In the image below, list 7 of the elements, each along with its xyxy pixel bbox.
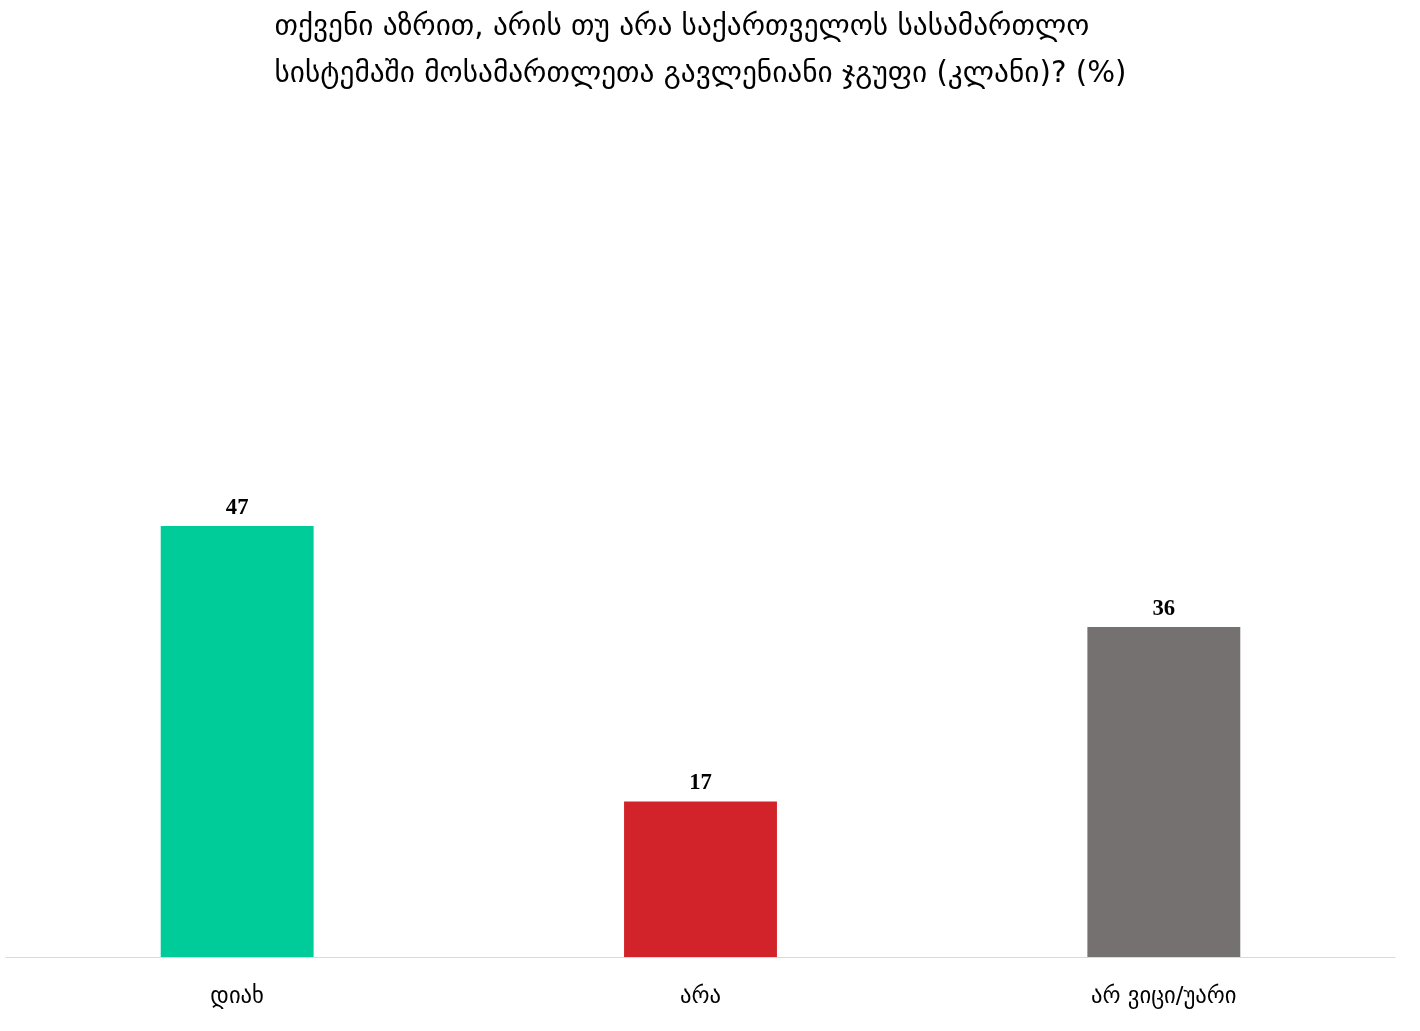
chart-title: თქვენი აზრით, არის თუ არა საქართველოს სასამართლო სისტემაში მოსამართლეთა გავლენიანი ჯგუფი (კლანი)? (%) <box>274 7 1127 90</box>
data-label: 47 <box>225 494 249 519</box>
x-tick-label: დიახ <box>210 981 264 1009</box>
data-label: 17 <box>689 769 712 795</box>
x-tick-label: არა <box>679 981 722 1008</box>
x-tick-label: არ ვიცი/უარი <box>1091 981 1237 1009</box>
data-label: 36 <box>1152 594 1176 620</box>
